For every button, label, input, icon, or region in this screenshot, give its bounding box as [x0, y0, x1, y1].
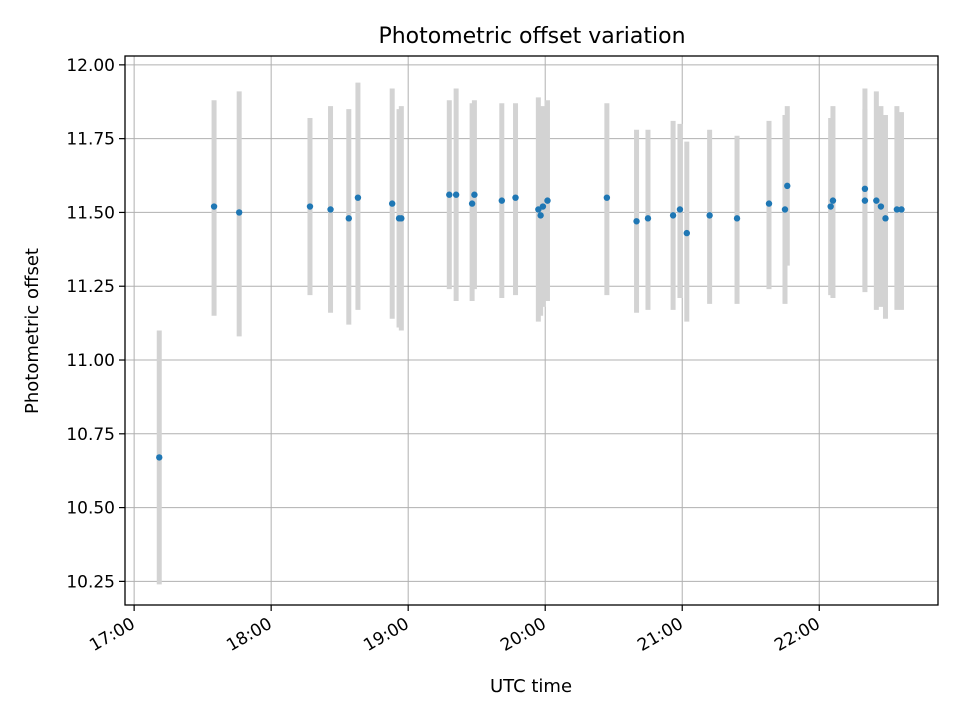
- x-axis-label: UTC time: [490, 676, 572, 697]
- data-point: [535, 206, 542, 213]
- data-point: [235, 209, 243, 216]
- data-point: [644, 215, 652, 222]
- y-tick-label: 11.00: [66, 351, 115, 371]
- data-point: [388, 200, 396, 207]
- plot-frame: [124, 55, 939, 606]
- data-point: [539, 203, 547, 210]
- data-point: [893, 206, 901, 213]
- data-point: [873, 197, 880, 204]
- data-point: [452, 191, 460, 198]
- data-point: [829, 197, 837, 204]
- data-point: [603, 194, 611, 201]
- data-point: [354, 194, 362, 201]
- data-point: [210, 203, 218, 210]
- data-point: [468, 200, 476, 207]
- y-tick-label: 10.75: [66, 425, 115, 445]
- chart-title: Photometric offset variation: [378, 24, 685, 49]
- data-point: [471, 191, 478, 198]
- point-layer: [156, 182, 905, 461]
- data-point: [446, 191, 453, 198]
- data-point: [676, 206, 684, 213]
- data-point: [498, 197, 506, 204]
- data-point: [861, 197, 869, 204]
- y-axis-ticks: 10.25 10.50 10.75 11.00 11.25 11.50 11.75 12.00: [66, 56, 125, 592]
- y-tick-label: 11.50: [66, 203, 115, 223]
- y-tick-label: 11.75: [66, 130, 115, 150]
- grid-layer: [125, 56, 938, 605]
- data-point: [537, 212, 544, 219]
- data-point: [683, 229, 690, 237]
- data-point: [827, 203, 834, 210]
- data-point: [706, 212, 713, 219]
- data-point: [861, 185, 869, 193]
- data-point: [633, 218, 640, 225]
- y-tick-label: 10.25: [66, 572, 115, 592]
- data-point: [327, 206, 334, 213]
- data-point: [877, 203, 885, 210]
- data-point: [669, 212, 677, 219]
- data-point: [345, 215, 353, 222]
- data-point: [781, 206, 789, 213]
- data-point: [733, 215, 741, 222]
- data-point: [765, 200, 773, 207]
- data-point: [512, 194, 519, 201]
- y-tick-label: 11.25: [66, 277, 115, 297]
- data-point: [156, 454, 163, 461]
- data-point: [544, 197, 551, 204]
- y-tick-label: 10.50: [66, 499, 115, 519]
- y-axis-label: Photometric offset: [22, 248, 43, 414]
- data-point: [882, 215, 889, 222]
- data-point: [398, 215, 405, 222]
- data-point: [784, 182, 791, 190]
- y-tick-label: 12.00: [66, 56, 115, 76]
- data-point: [306, 203, 314, 210]
- data-point: [898, 206, 905, 213]
